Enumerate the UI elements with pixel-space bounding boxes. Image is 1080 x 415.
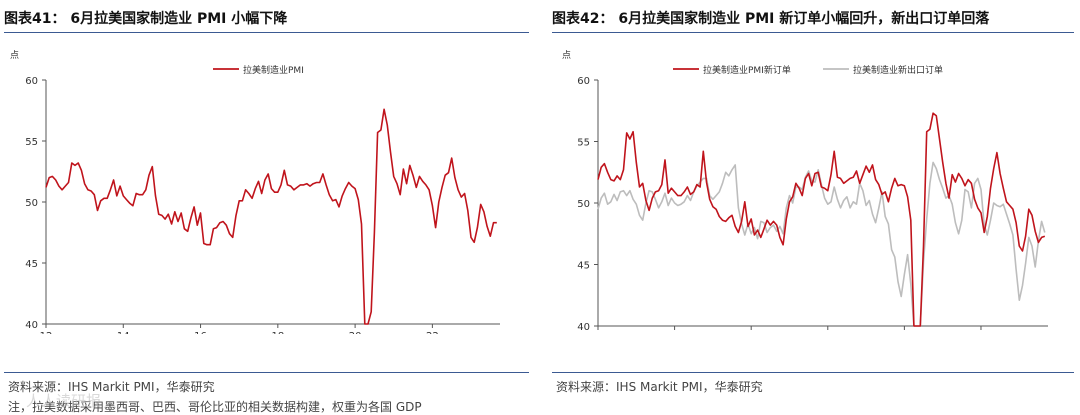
x-tick-label: 14 xyxy=(668,333,681,334)
source-text-right: 资料来源：IHS Markit PMI，华泰研究 xyxy=(556,380,763,394)
y-tick-label: 45 xyxy=(25,259,38,270)
y-tick-label: 50 xyxy=(25,198,38,209)
y-tick-label: 40 xyxy=(25,320,38,331)
x-tick-label: 18 xyxy=(271,331,284,334)
x-tick-label: 18 xyxy=(821,333,834,334)
x-tick-label: 14 xyxy=(117,331,130,334)
title-rule-left xyxy=(4,32,529,33)
series-line-0 xyxy=(597,112,1046,327)
chart-panel-left: 图表41： 6月拉美国家制造业 PMI 小幅下降 点 40 45 50 55 60 12 14… xyxy=(0,0,535,414)
x-tick-label: 12 xyxy=(40,331,53,334)
note-text-left: 注，拉美数据采用墨西哥、巴西、哥伦比亚的相关数据构建，权重为各国 GDP xyxy=(8,400,422,414)
y-tick-label: 60 xyxy=(577,76,590,87)
x-tick-label: 12 xyxy=(592,333,605,334)
legend-label-1: 拉美制造业新出口订单 xyxy=(853,64,943,76)
footer-rule-right xyxy=(552,372,1074,373)
x-tick-label: 16 xyxy=(745,333,758,334)
title-rule-right xyxy=(552,32,1074,33)
y-tick-label: 60 xyxy=(25,76,38,87)
x-tick-label: 20 xyxy=(898,333,911,334)
source-text-left: 资料来源：IHS Markit PMI，华泰研究 xyxy=(8,380,215,394)
chart-title-left: 图表41： 6月拉美国家制造业 PMI 小幅下降 xyxy=(4,11,288,27)
x-tick-label: 22 xyxy=(975,333,988,334)
x-tick-label: 16 xyxy=(194,331,207,334)
watermark-text: 人人读研报 xyxy=(26,392,102,410)
y-axis-label: 点 xyxy=(562,50,571,61)
y-axis-label: 点 xyxy=(10,50,19,61)
y-tick-label: 45 xyxy=(577,261,590,272)
chart-title-right: 图表42： 6月拉美国家制造业 PMI 新订单小幅回升，新出口订单回落 xyxy=(552,11,990,27)
chart-panel-right: 图表42： 6月拉美国家制造业 PMI 新订单小幅回升，新出口订单回落 点 40 4… xyxy=(548,0,1080,414)
y-tick-label: 40 xyxy=(577,322,590,333)
y-tick-label: 55 xyxy=(577,138,590,149)
series-line-0 xyxy=(45,108,497,325)
legend-label-0: 拉美制造业PMI xyxy=(243,64,304,76)
legend-label-0: 拉美制造业PMI新订单 xyxy=(703,64,791,76)
x-tick-label: 22 xyxy=(426,331,439,334)
x-tick-label: 20 xyxy=(349,331,362,334)
footer-rule-left xyxy=(4,372,529,373)
new-orders-line-chart: 点 40 45 50 55 60 12 14 16 18 20 22 拉美制造业PMI新订单 拉美制造业新… xyxy=(562,50,1048,334)
y-tick-label: 55 xyxy=(25,137,38,148)
y-tick-label: 50 xyxy=(577,199,590,210)
pmi-line-chart: 点 40 45 50 55 60 12 14 16 18 20 22 拉美制造业PMI xyxy=(10,50,500,334)
